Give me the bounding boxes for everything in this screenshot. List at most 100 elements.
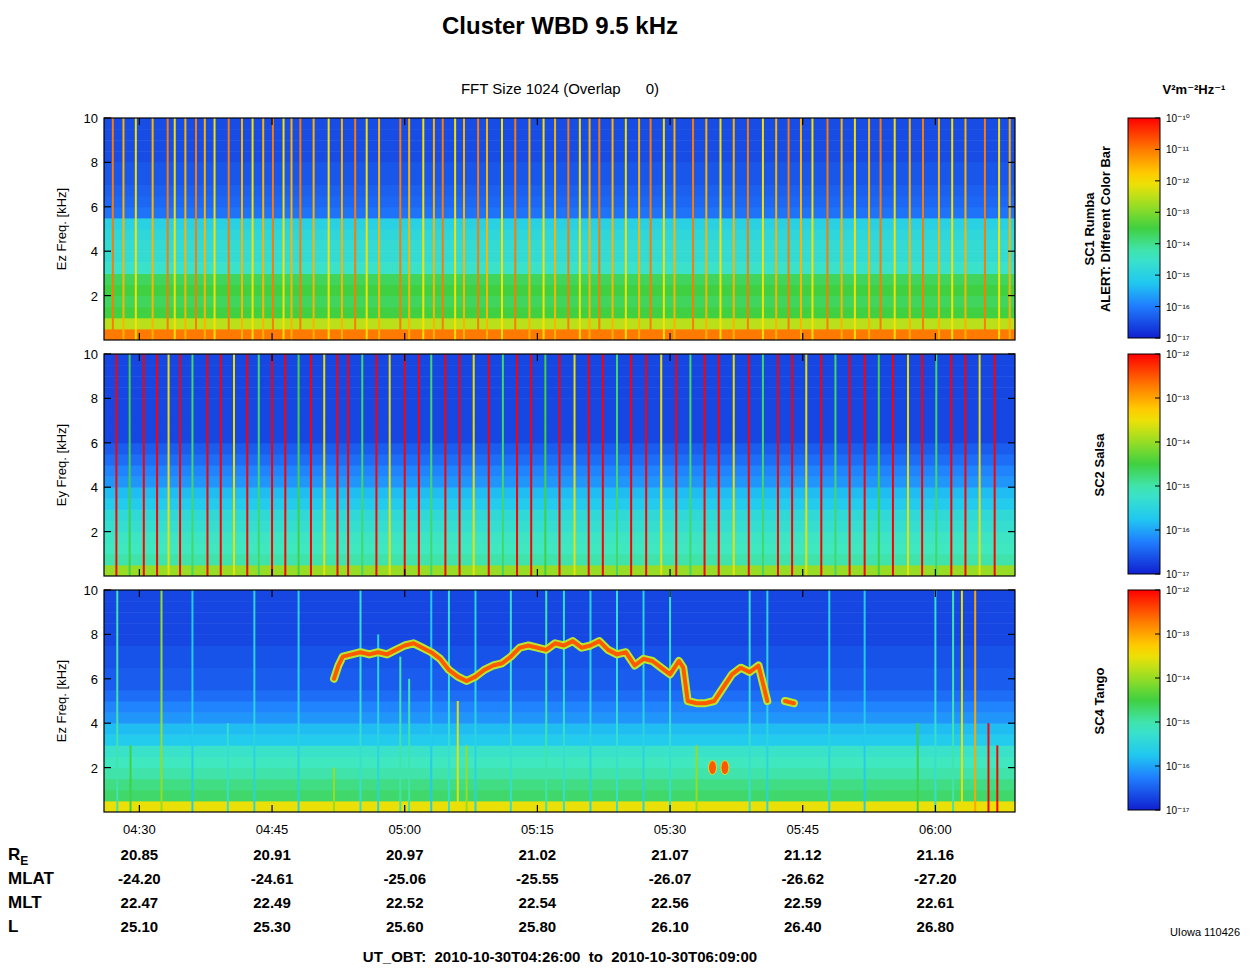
colorbar-tick-label: 10⁻¹⁴ xyxy=(1166,239,1190,250)
burst-line xyxy=(246,354,248,576)
burst-line xyxy=(241,118,243,340)
orbit-value: 25.30 xyxy=(253,918,291,935)
burst-line xyxy=(366,118,368,340)
burst-line xyxy=(184,118,186,340)
colorbar-tick-label: 10⁻¹⁷ xyxy=(1166,805,1190,816)
burst-line xyxy=(909,118,911,340)
orbit-value: 22.61 xyxy=(917,894,955,911)
colorbar-tick-label: 10⁻¹¹ xyxy=(1166,144,1190,155)
colorbar-tick xyxy=(1155,678,1160,679)
plot-area xyxy=(104,354,1015,576)
spectrum-band xyxy=(104,679,1015,691)
burst-line xyxy=(660,354,662,576)
burst-line xyxy=(563,590,565,812)
spectrum-band xyxy=(104,196,1015,208)
burst-line xyxy=(528,118,530,340)
y-axis-title: Ey Freq. [kHz] xyxy=(54,424,69,506)
x-tick xyxy=(802,805,803,812)
burst-line xyxy=(589,590,591,812)
burst-line xyxy=(284,354,286,576)
x-tick xyxy=(271,569,272,576)
y-tick xyxy=(1008,251,1015,252)
burst-line xyxy=(359,590,361,812)
burst-line xyxy=(143,354,145,576)
colorbar-tick xyxy=(1155,766,1160,767)
burst-line xyxy=(692,118,694,340)
x-tick xyxy=(802,569,803,576)
burst-line xyxy=(733,118,735,340)
colorbar-tick-label: 10⁻¹⁴ xyxy=(1166,673,1190,684)
orbit-value: 22.56 xyxy=(651,894,689,911)
colorbar-tick xyxy=(1155,634,1160,635)
colorbar-unit: V²m⁻²Hz⁻¹ xyxy=(1163,82,1226,97)
x-tick xyxy=(802,333,803,340)
burst-line xyxy=(545,590,547,812)
colorbar-tick-label: 10⁻¹² xyxy=(1166,585,1190,596)
orbit-value: 26.40 xyxy=(784,918,822,935)
x-tick xyxy=(669,569,670,576)
x-tick xyxy=(404,354,405,361)
burst-line xyxy=(375,354,377,576)
burst-line xyxy=(994,354,996,576)
y-tick-label: 2 xyxy=(91,289,98,304)
spectrum-band xyxy=(104,701,1015,713)
colorbar xyxy=(1128,118,1160,338)
burst-line xyxy=(894,118,896,340)
plot-frame xyxy=(104,118,1015,340)
spectrum-band xyxy=(104,590,1015,602)
burst-line xyxy=(347,354,349,576)
orbit-row-label: RE xyxy=(8,845,28,868)
burst-line xyxy=(961,590,963,812)
spectrum-band xyxy=(104,779,1015,791)
y-tick xyxy=(104,487,111,488)
colorbar-tick-label: 10⁻¹⁴ xyxy=(1166,437,1190,448)
burst-line xyxy=(826,118,828,340)
burst-line xyxy=(559,354,561,576)
y-tick-label: 4 xyxy=(91,244,98,259)
burst-line xyxy=(598,118,600,340)
burst-line xyxy=(422,118,424,340)
y-tick-label: 4 xyxy=(91,480,98,495)
y-tick-label: 10 xyxy=(84,111,98,126)
burst-line xyxy=(457,701,459,812)
burst-line xyxy=(463,118,465,340)
spectrum-band xyxy=(104,129,1015,141)
burst-line xyxy=(115,354,117,576)
burst-line xyxy=(747,118,749,340)
x-tick xyxy=(537,118,538,125)
y-tick-label: 6 xyxy=(91,672,98,687)
y-tick xyxy=(104,531,111,532)
y-tick-label: 6 xyxy=(91,436,98,451)
y-tick xyxy=(1008,723,1015,724)
burst-line xyxy=(775,118,777,340)
burst-line xyxy=(252,118,254,340)
x-tick xyxy=(537,590,538,597)
burst-line xyxy=(399,657,401,812)
plot-frame xyxy=(104,354,1015,576)
burst-line xyxy=(298,590,300,812)
burst-line xyxy=(748,354,750,576)
burst-line xyxy=(313,118,315,340)
burst-line xyxy=(501,118,503,340)
orbit-value: -25.55 xyxy=(516,870,559,887)
burst-line xyxy=(283,118,285,340)
burst-line xyxy=(964,354,966,576)
orbit-value: 25.10 xyxy=(121,918,159,935)
y-tick xyxy=(1008,442,1015,443)
y-axis-title: Ez Freq. [kHz] xyxy=(54,660,69,742)
colorbar xyxy=(1128,590,1160,810)
colorbar-tick-label: 10⁻¹⁵ xyxy=(1166,717,1190,728)
y-tick-label: 10 xyxy=(84,583,98,598)
burst-line xyxy=(168,354,170,576)
burst-line xyxy=(253,590,255,812)
orbit-value: 21.07 xyxy=(651,846,689,863)
burst-line xyxy=(408,118,410,340)
burst-line xyxy=(333,768,335,812)
orbit-value: 26.80 xyxy=(917,918,955,935)
y-tick xyxy=(1008,353,1015,354)
burst-line xyxy=(579,118,581,340)
y-tick xyxy=(104,206,111,207)
spectrum-band xyxy=(104,162,1015,174)
burst-line xyxy=(160,590,162,812)
y-tick-label: 8 xyxy=(91,391,98,406)
